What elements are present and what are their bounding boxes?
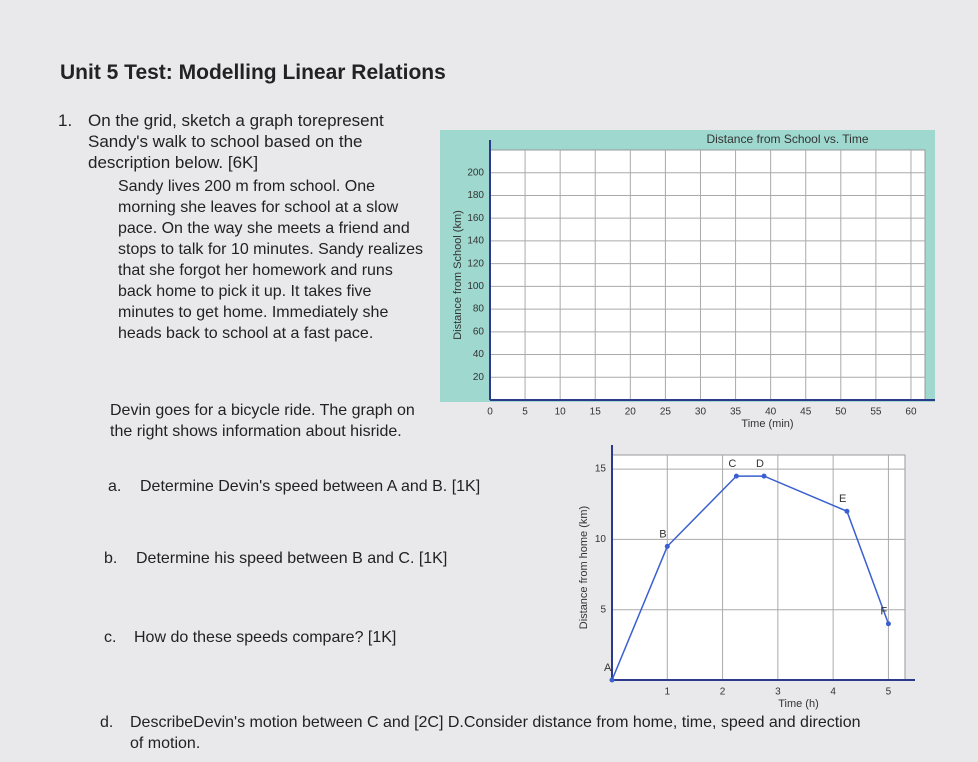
point-label: A — [604, 662, 612, 674]
title: Unit 5 Test: Modelling Linear Relations — [60, 61, 446, 84]
x-tick-label: 20 — [625, 407, 637, 418]
x-tick-label: 40 — [765, 407, 777, 418]
y-tick-label: 160 — [467, 213, 484, 224]
x-tick-label: 10 — [555, 407, 567, 418]
x-tick-label: 0 — [487, 407, 493, 418]
point-label: C — [728, 458, 736, 470]
y-tick-label: 5 — [600, 604, 606, 615]
y-tick-label: 10 — [595, 534, 607, 545]
y-tick-label: 40 — [473, 349, 485, 360]
data-point — [733, 473, 739, 479]
x-tick-label: 50 — [835, 407, 847, 418]
x-tick-label: 3 — [775, 687, 781, 698]
x-tick-label: 1 — [665, 687, 671, 698]
data-point — [844, 508, 850, 514]
y-tick-label: 20 — [473, 372, 485, 383]
part-label: d. — [100, 714, 114, 731]
x-tick-label: 45 — [800, 407, 812, 418]
question-prompt: On the grid, sketch a graph torepresent … — [88, 111, 384, 172]
data-point — [761, 473, 767, 479]
part-label: c. — [104, 629, 117, 646]
data-point — [609, 677, 615, 683]
part-label: b. — [104, 550, 118, 567]
point-label: E — [839, 493, 846, 505]
sandy-description: Sandy lives 200 m from school. One morni… — [118, 178, 424, 342]
y-tick-label: 100 — [467, 281, 484, 292]
x-tick-label: 5 — [886, 687, 892, 698]
x-tick-label: 25 — [660, 407, 672, 418]
y-tick-label: 200 — [467, 167, 484, 178]
part-text: DescribeDevin's motion between C and [2C… — [130, 714, 861, 752]
chart-title: Distance from School vs. Time — [706, 132, 868, 146]
y-tick-label: 80 — [473, 304, 485, 315]
plot-area — [489, 149, 926, 401]
question-number: 1. — [58, 111, 73, 130]
part-text: Determine Devin's speed between A and B.… — [140, 478, 481, 495]
y-axis-label: Distance from home (km) — [578, 506, 590, 629]
x-tick-label: 15 — [590, 407, 602, 418]
x-tick-label: 60 — [905, 407, 917, 418]
part-label: a. — [108, 478, 122, 495]
point-label: D — [756, 458, 764, 470]
data-line — [611, 475, 890, 681]
x-tick-label: 2 — [720, 687, 726, 698]
x-tick-label: 35 — [730, 407, 742, 418]
data-point — [885, 621, 891, 627]
part-text: How do these speeds compare? [1K] — [134, 629, 397, 646]
x-axis-label: Time (h) — [778, 698, 819, 710]
y-tick-label: 140 — [467, 236, 484, 247]
y-axis-label: Distance from School (km) — [452, 210, 464, 340]
y-tick-label: 60 — [473, 326, 485, 337]
x-axis-label: Time (min) — [741, 418, 793, 430]
devin-description: Devin goes for a bicycle ride. The graph… — [110, 402, 415, 440]
x-tick-label: 4 — [830, 687, 836, 698]
y-tick-label: 15 — [595, 464, 607, 475]
point-label: F — [880, 606, 887, 618]
part-text: Determine his speed between B and C. [1K… — [136, 550, 448, 567]
data-point — [664, 543, 670, 549]
y-tick-label: 180 — [467, 190, 484, 201]
x-tick-label: 30 — [695, 407, 707, 418]
plot-area — [611, 454, 906, 681]
x-tick-label: 55 — [870, 407, 882, 418]
y-tick-label: 120 — [467, 258, 484, 269]
x-tick-label: 5 — [522, 407, 528, 418]
point-label: B — [659, 528, 666, 540]
